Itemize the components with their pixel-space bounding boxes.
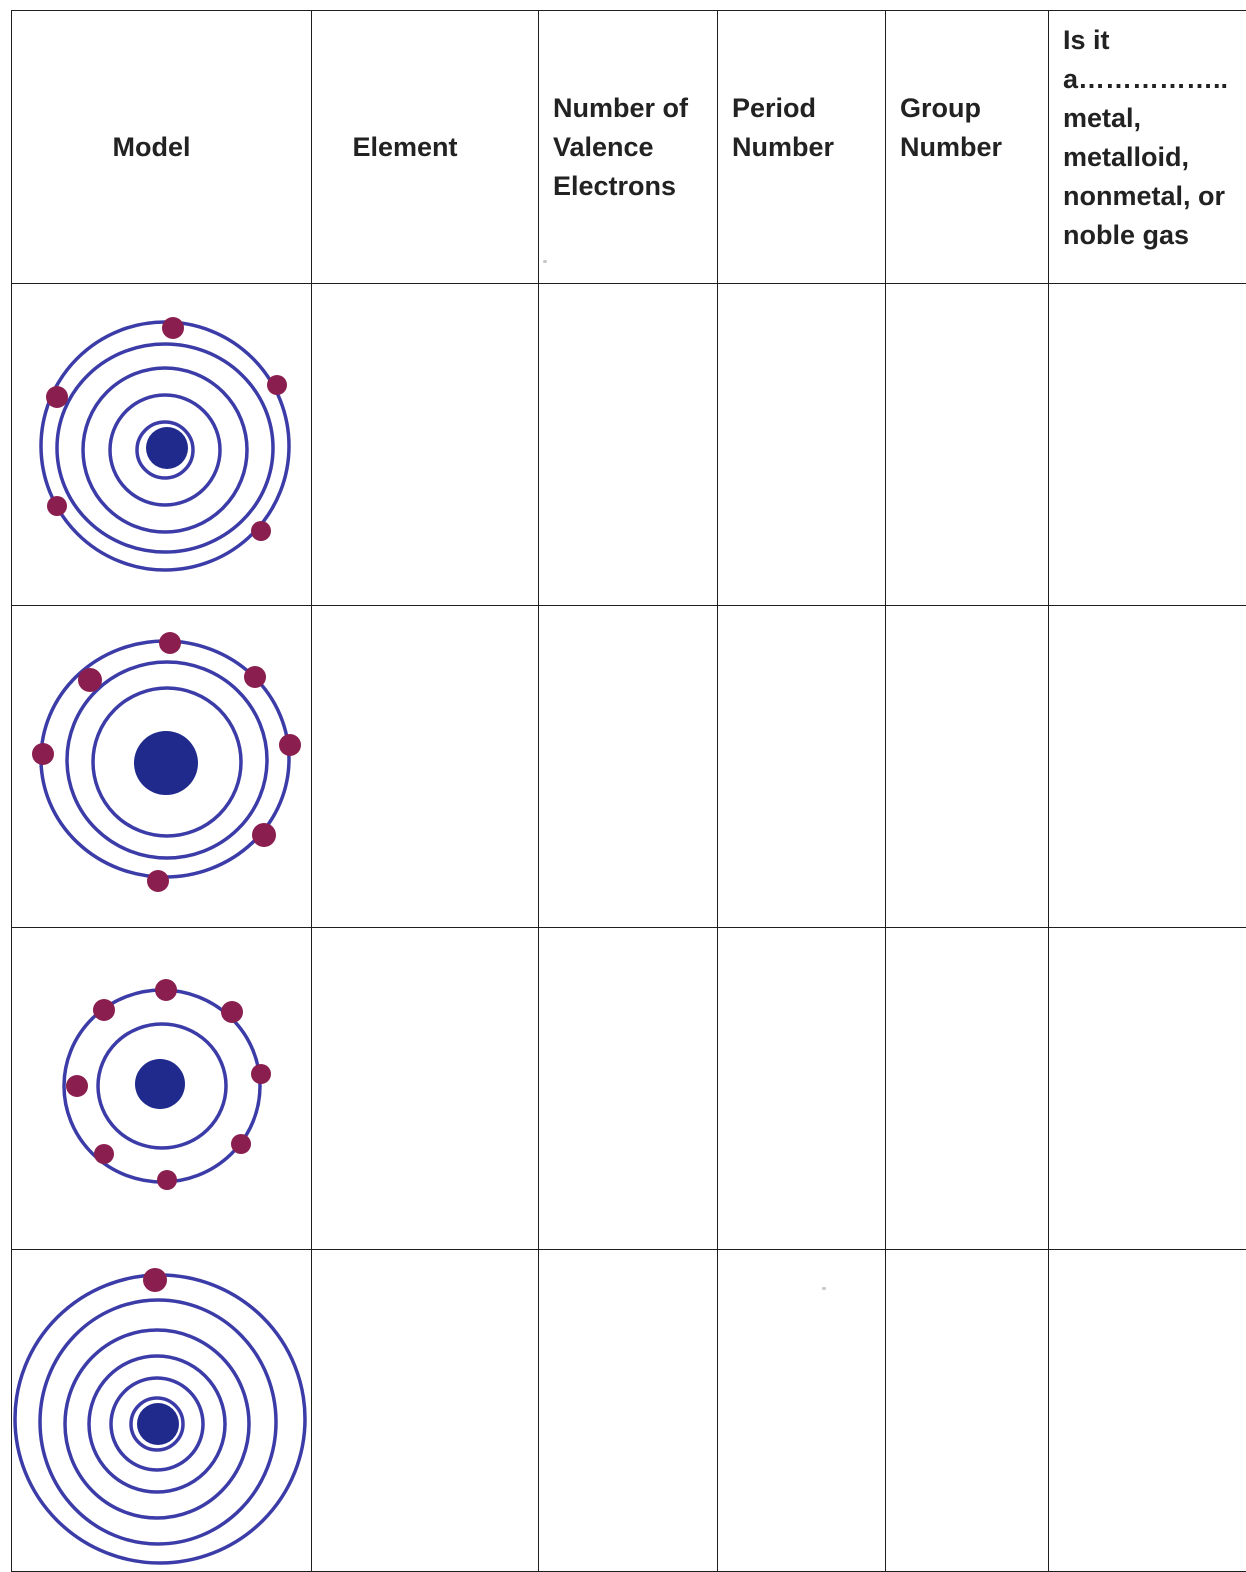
model-cell xyxy=(12,1250,312,1572)
column-header-classification: Is it a…………….. metal, metalloid, nonmeta… xyxy=(1049,11,1246,284)
header-valence-line-2: Valence xyxy=(553,128,711,167)
header-period-line-1: Period xyxy=(732,89,879,128)
header-class-line-3: metal, xyxy=(1063,99,1245,138)
nucleus xyxy=(134,731,198,795)
header-class-line-2: a…………….. xyxy=(1063,60,1245,99)
column-header-valence-electrons: Number of Valence Electrons xyxy=(539,11,718,284)
header-valence-line-3: Electrons xyxy=(553,167,711,206)
worksheet-table: Model Element Number of Valence Electron… xyxy=(11,10,1246,1572)
header-period-line-2: Number xyxy=(732,128,879,167)
group-answer-cell[interactable] xyxy=(886,284,1049,606)
column-header-period-number: Period Number xyxy=(718,11,886,284)
column-header-model: Model xyxy=(12,11,312,284)
element-answer-cell[interactable] xyxy=(312,1250,539,1572)
bohr-model-atom-2 xyxy=(22,632,302,902)
bohr-model-atom-3 xyxy=(42,974,282,1204)
bohr-model-atom-1 xyxy=(27,310,297,580)
model-cell xyxy=(12,284,312,606)
element-answer-cell[interactable] xyxy=(312,606,539,928)
header-class-line-5: nonmetal, or xyxy=(1063,177,1245,216)
classification-answer-cell[interactable] xyxy=(1049,284,1246,606)
header-class-line-4: metalloid, xyxy=(1063,138,1245,177)
header-class-line-1: Is it xyxy=(1063,21,1245,60)
valence-answer-cell[interactable] xyxy=(539,1250,718,1572)
header-group-line-2: Number xyxy=(900,128,1042,167)
group-answer-cell[interactable] xyxy=(886,606,1049,928)
element-answer-cell[interactable] xyxy=(312,284,539,606)
period-answer-cell[interactable] xyxy=(718,1250,886,1572)
model-cell xyxy=(12,928,312,1250)
column-header-group-number: Group Number xyxy=(886,11,1049,284)
classification-answer-cell[interactable] xyxy=(1049,928,1246,1250)
element-answer-cell[interactable] xyxy=(312,928,539,1250)
scan-speck xyxy=(822,1287,826,1290)
model-cell xyxy=(12,606,312,928)
header-model-label: Model xyxy=(113,132,191,162)
table-row xyxy=(12,928,1246,1250)
valence-answer-cell[interactable] xyxy=(539,928,718,1250)
group-answer-cell[interactable] xyxy=(886,928,1049,1250)
header-group-line-1: Group xyxy=(900,89,1042,128)
header-class-line-6: noble gas xyxy=(1063,216,1245,255)
valence-answer-cell[interactable] xyxy=(539,606,718,928)
scan-speck xyxy=(543,260,547,263)
period-answer-cell[interactable] xyxy=(718,928,886,1250)
nucleus xyxy=(137,1403,179,1445)
group-answer-cell[interactable] xyxy=(886,1250,1049,1572)
header-valence-line-1: Number of xyxy=(553,89,711,128)
classification-answer-cell[interactable] xyxy=(1049,606,1246,928)
header-row: Model Element Number of Valence Electron… xyxy=(12,11,1246,284)
table-row xyxy=(12,1250,1246,1572)
header-element-label: Element xyxy=(352,132,457,162)
nucleus xyxy=(135,1059,185,1109)
column-header-element: Element xyxy=(312,11,539,284)
table-row xyxy=(12,284,1246,606)
valence-answer-cell[interactable] xyxy=(539,284,718,606)
electrons xyxy=(143,1268,167,1292)
period-answer-cell[interactable] xyxy=(718,606,886,928)
period-answer-cell[interactable] xyxy=(718,284,886,606)
bohr-model-atom-4 xyxy=(12,1258,312,1568)
table-row xyxy=(12,606,1246,928)
nucleus xyxy=(146,427,188,469)
classification-answer-cell[interactable] xyxy=(1049,1250,1246,1572)
